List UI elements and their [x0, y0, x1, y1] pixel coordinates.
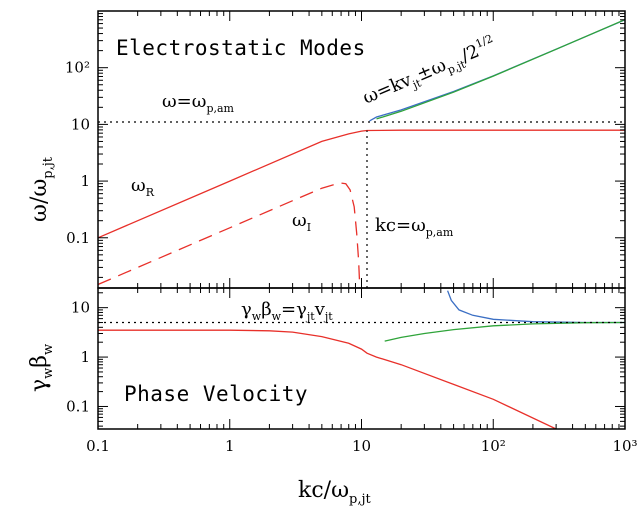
- kc-omega-pam-label: kc=ωp,am: [375, 215, 454, 239]
- top-ytick-label: 0.1: [66, 229, 90, 247]
- x-tick-label: 10²: [481, 437, 506, 455]
- omega-r-label: ωR: [131, 175, 155, 199]
- bottom-series-1: [446, 290, 625, 324]
- omega-i-label: ωI: [292, 210, 311, 234]
- x-tick-label: 10: [352, 437, 371, 455]
- bottom-ytick-label: 10: [71, 299, 90, 317]
- gamma-beta-formula-label: γwβw=γjtvjt: [241, 299, 333, 323]
- bottom-series-2: [384, 321, 625, 342]
- top-ytick-label: 10²: [65, 59, 90, 77]
- x-tick-label: 10³: [612, 437, 637, 455]
- top-ytick-label: 10: [71, 115, 90, 133]
- bottom-ytick-label: 1: [80, 348, 90, 366]
- top-y-axis-title: ω/ωp,jt: [27, 156, 56, 222]
- omega-pam-label: ω=ωp,am: [162, 91, 235, 115]
- bottom-frame: [97, 287, 626, 430]
- top-series-group: [98, 19, 625, 288]
- x-axis-title: kc/ωp,jt: [298, 478, 372, 507]
- x-tick-label: 1: [225, 437, 235, 455]
- x-tick-label: 0.1: [86, 437, 110, 455]
- top-series-3: [376, 19, 625, 120]
- bottom-ytick-label: 0.1: [66, 397, 90, 415]
- top-series-2: [369, 19, 625, 122]
- top-series-1: [98, 182, 361, 288]
- top-title: Electrostatic Modes: [116, 36, 366, 60]
- bottom-y-axis-title: γwβw: [27, 344, 56, 392]
- bottom-series-group: [98, 290, 625, 429]
- top-series-0: [98, 129, 625, 239]
- bottom-panel: 0.1 1 10 0.1 1 10 10² 10³: [66, 287, 638, 455]
- bottom-title: Phase Velocity: [124, 382, 308, 406]
- top-ytick-label: 1: [80, 172, 90, 190]
- bottom-series-0: [98, 329, 557, 429]
